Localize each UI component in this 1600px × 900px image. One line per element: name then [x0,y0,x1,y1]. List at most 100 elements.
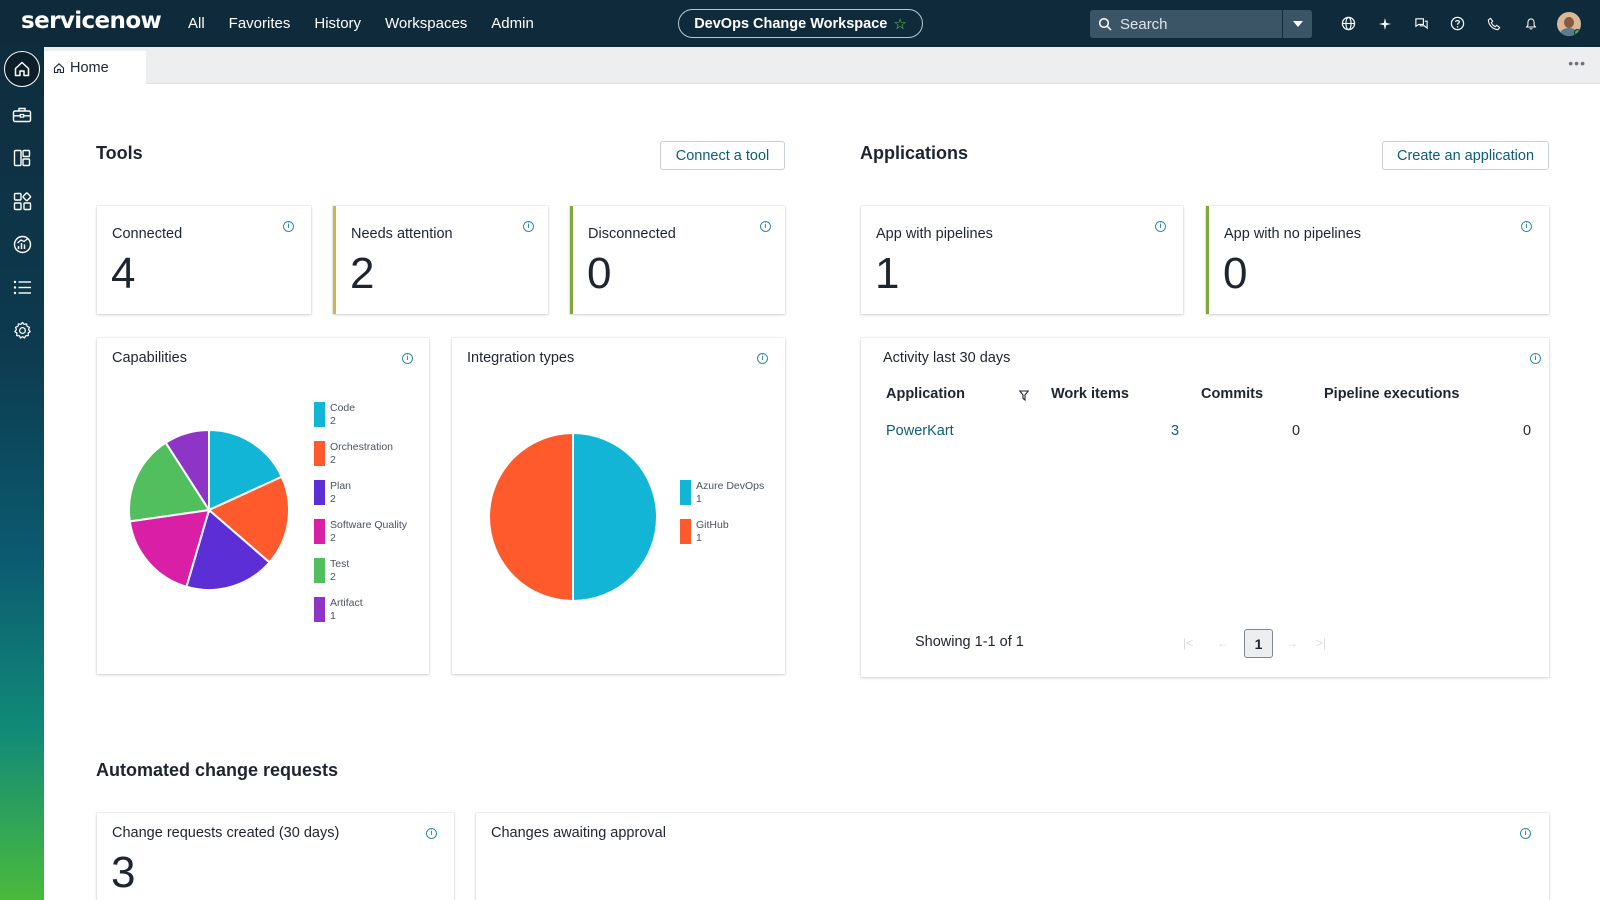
column-header-work-items[interactable]: Work items [1051,386,1129,402]
nav-history[interactable]: History [314,15,362,32]
work-items-link[interactable]: 3 [1171,423,1180,439]
create-application-button[interactable]: Create an application [1382,141,1549,170]
info-icon[interactable]: i [523,221,534,232]
info-icon[interactable]: i [1530,353,1541,364]
needs-attention-card[interactable]: Needs attention i 2 [333,206,548,314]
info-icon[interactable]: i [760,221,771,232]
filter-icon[interactable] [1018,388,1030,406]
pie-slice-orchestration[interactable] [207,475,290,564]
change-requests-created-card[interactable]: Change requests created (30 days) i 3 [97,813,454,900]
home-icon[interactable] [4,51,40,87]
search-scope-dropdown[interactable] [1282,10,1312,38]
pie-slice-artifact[interactable] [164,428,210,514]
analytics-icon[interactable] [0,226,44,262]
help-icon[interactable] [1440,0,1477,47]
info-icon[interactable]: i [1521,221,1532,232]
top-navigation-bar: servicenow All Favorites History Workspa… [0,0,1600,47]
legend-label: GitHub 1 [696,519,729,544]
chat-icon[interactable] [1403,0,1440,47]
legend-label: Azure DevOps 1 [696,480,765,505]
column-header-application[interactable]: Application [886,386,965,402]
column-header-commits[interactable]: Commits [1201,386,1264,402]
app-with-pipelines-card[interactable]: App with pipelines i 1 [861,206,1183,314]
pie-slice-software-quality[interactable] [128,508,211,589]
info-icon[interactable]: i [402,353,413,364]
activity-title: Activity last 30 days [883,350,1011,366]
automated-change-requests-title: Automated change requests [96,760,339,780]
legend-item-orchestration[interactable]: Orchestration 2 [314,441,393,467]
changes-awaiting-approval-label: Changes awaiting approval [491,825,666,841]
nav-workspaces[interactable]: Workspaces [385,15,468,32]
global-search [1090,10,1312,38]
apps-icon[interactable] [0,183,44,219]
column-header-pipeline-executions[interactable]: Pipeline executions [1324,386,1460,402]
left-rail [0,47,44,900]
home-tab-icon [53,63,65,74]
online-status-dot [1574,29,1581,36]
connected-card[interactable]: Connected i 4 [97,206,311,314]
change-requests-created-label: Change requests created (30 days) [112,825,340,841]
legend-item-github[interactable]: GitHub 1 [680,519,729,545]
legend-item-code[interactable]: Code 2 [314,402,355,428]
legend-item-artifact[interactable]: Artifact 1 [314,597,363,623]
workspace-pill[interactable]: DevOps Change Workspace ☆ [678,9,923,38]
pie-slice-test[interactable] [128,441,211,523]
app-without-pipelines-label: App with no pipelines [1224,226,1362,242]
notifications-bell-icon[interactable] [1513,0,1550,47]
app-without-pipelines-card[interactable]: App with no pipelines i 0 [1206,206,1549,314]
legend-item-software-quality[interactable]: Software Quality 2 [314,519,407,545]
legend-item-azure-devops[interactable]: Azure DevOps 1 [680,480,764,506]
legend-swatch [314,402,325,427]
pie-slice-github[interactable] [488,431,574,603]
more-options-icon[interactable]: ••• [1568,55,1586,71]
disconnected-value: 0 [587,249,612,298]
last-page-icon[interactable]: >| [1316,636,1327,650]
pie-slice-code[interactable] [208,428,284,512]
legend-item-plan[interactable]: Plan 2 [314,480,351,506]
connect-tool-button[interactable]: Connect a tool [660,141,785,170]
nav-all[interactable]: All [188,15,205,32]
connected-value: 4 [111,249,136,298]
nav-admin[interactable]: Admin [491,15,534,32]
info-icon[interactable]: i [1520,828,1531,839]
info-icon[interactable]: i [426,828,437,839]
next-page-icon[interactable]: → [1286,636,1298,650]
previous-page-icon[interactable]: ← [1217,636,1229,650]
favorite-star-icon[interactable]: ☆ [893,15,907,33]
pie-slice-plan[interactable] [185,508,271,591]
legend-swatch [680,480,691,505]
tab-bar: Home ••• [44,47,1600,85]
app-with-pipelines-label: App with pipelines [876,226,993,242]
applications-title: Applications [860,143,969,163]
first-page-icon[interactable]: |< [1183,636,1194,650]
pie-slice-azure-devops[interactable] [572,431,658,603]
capabilities-card: Capabilities i Code 2 Orchestration 2 Plan 2 S… [97,338,429,674]
info-icon[interactable]: i [283,221,294,232]
phone-icon[interactable] [1476,0,1513,47]
globe-icon[interactable] [1330,0,1367,47]
integration-types-title: Integration types [467,350,575,366]
dashboard-layout-icon[interactable] [0,140,44,176]
sparkle-icon[interactable] [1367,0,1404,47]
settings-gear-icon[interactable] [0,312,44,348]
app-with-pipelines-value: 1 [875,249,900,298]
tab-home[interactable]: Home [44,51,146,85]
servicenow-logo[interactable]: servicenow [21,8,162,34]
changes-awaiting-approval-card: Changes awaiting approval i [476,813,1549,900]
toolbox-icon[interactable] [0,97,44,133]
activity-card: Activity last 30 days i Application Work… [861,338,1549,677]
disconnected-card[interactable]: Disconnected i 0 [570,206,785,314]
tab-home-label: Home [70,60,109,76]
legend-item-test[interactable]: Test 2 [314,558,349,584]
disconnected-label: Disconnected [588,226,676,242]
user-avatar[interactable] [1557,12,1581,36]
nav-favorites[interactable]: Favorites [228,15,291,32]
info-icon[interactable]: i [1155,221,1166,232]
main-nav: All Favorites History Workspaces Admin [188,0,558,47]
page-1-button[interactable]: 1 [1244,629,1273,658]
application-link[interactable]: PowerKart [886,423,954,439]
capabilities-pie-chart [128,428,290,591]
search-input[interactable] [1120,15,1270,33]
info-icon[interactable]: i [757,353,768,364]
list-icon[interactable] [0,269,44,305]
